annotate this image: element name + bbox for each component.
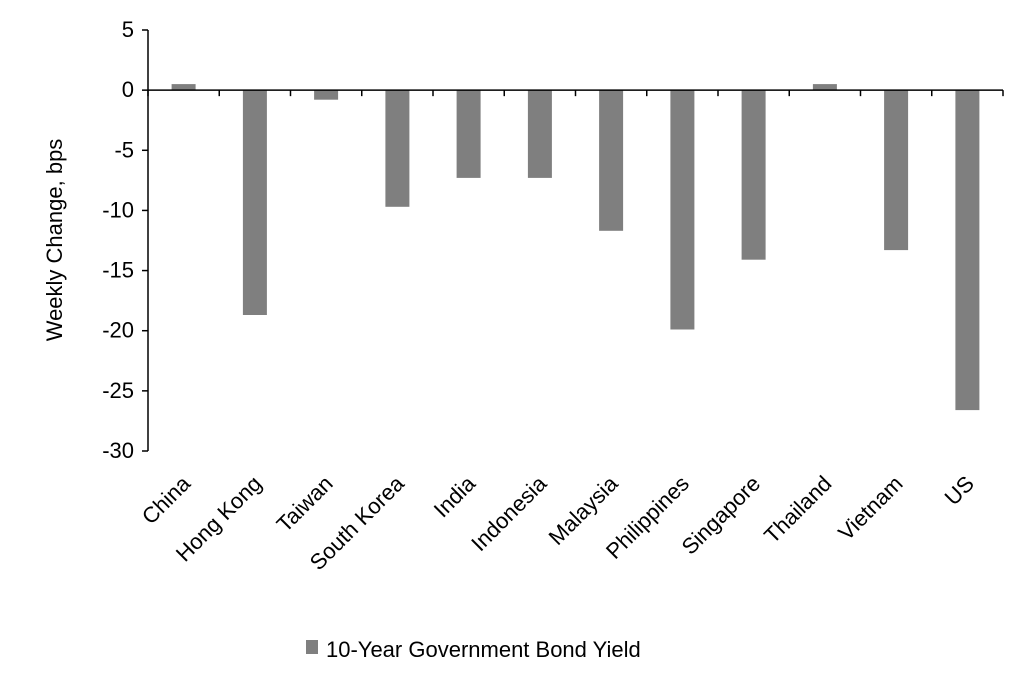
bar-china (171, 84, 196, 91)
x-tick-label: Indonesia (466, 470, 552, 556)
legend: 10-Year Government Bond Yield (306, 637, 641, 662)
y-tick-label: 5 (122, 17, 134, 42)
y-tick-label: -20 (102, 318, 134, 343)
x-tick-label: US (940, 471, 979, 510)
bar-malaysia (599, 90, 624, 231)
y-axis-title: Weekly Change, bps (42, 139, 67, 342)
bar-hong-kong (242, 90, 267, 315)
bar-vietnam (884, 90, 909, 251)
bar-south-korea (385, 90, 410, 207)
x-tick-label: Singapore (677, 471, 766, 560)
bar-india (456, 90, 481, 178)
x-tick-label: India (429, 470, 481, 522)
bar-thailand (812, 84, 837, 91)
x-tick-label: Vietnam (833, 471, 907, 545)
y-tick-label: -30 (102, 438, 134, 463)
x-tick-label: China (137, 470, 196, 529)
y-tick-label: -10 (102, 197, 134, 222)
y-tick-label: 0 (122, 77, 134, 102)
y-tick-label: -15 (102, 258, 134, 283)
legend-swatch (306, 640, 318, 654)
bar-us (955, 90, 980, 411)
y-tick-label: -25 (102, 378, 134, 403)
bar-philippines (670, 90, 695, 330)
bar-indonesia (527, 90, 552, 178)
x-tick-label: Thailand (759, 471, 836, 548)
bar-taiwan (314, 90, 339, 100)
legend-label: 10-Year Government Bond Yield (326, 637, 641, 662)
x-tick-label: Taiwan (272, 471, 338, 537)
y-tick-label: -5 (114, 137, 134, 162)
bar-singapore (741, 90, 766, 260)
